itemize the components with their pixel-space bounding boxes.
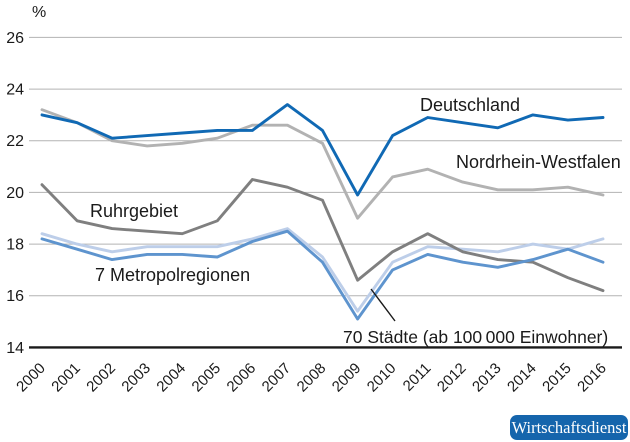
y-tick-label-24: 24	[6, 82, 24, 99]
x-tick-label-2008: 2008	[294, 360, 330, 396]
wirtschaftsdienst-badge: Wirtschaftsdienst	[510, 415, 628, 440]
series-lines	[40, 103, 605, 321]
label-70-staedte: 70 Städte (ab 100 000 Einwohner)	[343, 327, 608, 347]
y-tick-label-26: 26	[6, 30, 24, 47]
x-tick-label-2011: 2011	[400, 360, 435, 395]
x-tick-label-2014: 2014	[504, 360, 540, 396]
label-ruhrgebiet: Ruhrgebiet	[90, 201, 178, 221]
y-tick-label-18: 18	[6, 237, 24, 254]
x-tick-label-2003: 2003	[118, 360, 154, 396]
x-tick-label-2013: 2013	[469, 360, 505, 396]
series-line-7-metropolregionen	[40, 229, 605, 321]
badge-background	[510, 415, 628, 440]
gridlines	[29, 36, 622, 349]
y-axis-unit: %	[32, 4, 46, 21]
x-tick-label-2007: 2007	[259, 360, 295, 396]
series-line-70-städte-ab-100-000-einwohner	[40, 227, 605, 313]
x-tick-label-2005: 2005	[189, 360, 225, 396]
x-tick-label-2001: 2001	[48, 360, 84, 396]
x-tick-label-2002: 2002	[83, 360, 119, 396]
y-tick-label-16: 16	[6, 288, 24, 305]
y-axis-labels: 26 24 22 20 18 16 14	[6, 30, 24, 357]
x-tick-label-2012: 2012	[434, 360, 470, 396]
label-deutschland: Deutschland	[420, 95, 520, 115]
series-line-ruhrgebiet	[40, 178, 605, 293]
x-axis-labels: 2000 2001 2002 2003 2004 2005 2006 2007 2008 2009…	[13, 360, 610, 396]
x-tick-label-2000: 2000	[13, 360, 49, 396]
badge-label: Wirtschaftsdienst	[512, 418, 627, 437]
y-tick-label-22: 22	[6, 133, 24, 150]
y-tick-label-20: 20	[6, 185, 24, 202]
series-line-deutschland	[40, 103, 605, 197]
x-tick-label-2010: 2010	[364, 360, 400, 396]
y-tick-label-14: 14	[6, 340, 24, 357]
x-tick-label-2006: 2006	[224, 360, 260, 396]
x-tick-label-2004: 2004	[153, 360, 189, 396]
series-line-nordrhein-westfalen	[40, 108, 605, 220]
label-nordrhein-westfalen: Nordrhein-Westfalen	[456, 152, 621, 172]
x-tick-label-2009: 2009	[329, 360, 365, 396]
x-tick-label-2015: 2015	[539, 360, 575, 396]
label-7-metropolregionen: 7 Metropolregionen	[95, 265, 250, 285]
annotation-arrow-line	[370, 288, 396, 322]
x-tick-label-2016: 2016	[574, 360, 610, 396]
